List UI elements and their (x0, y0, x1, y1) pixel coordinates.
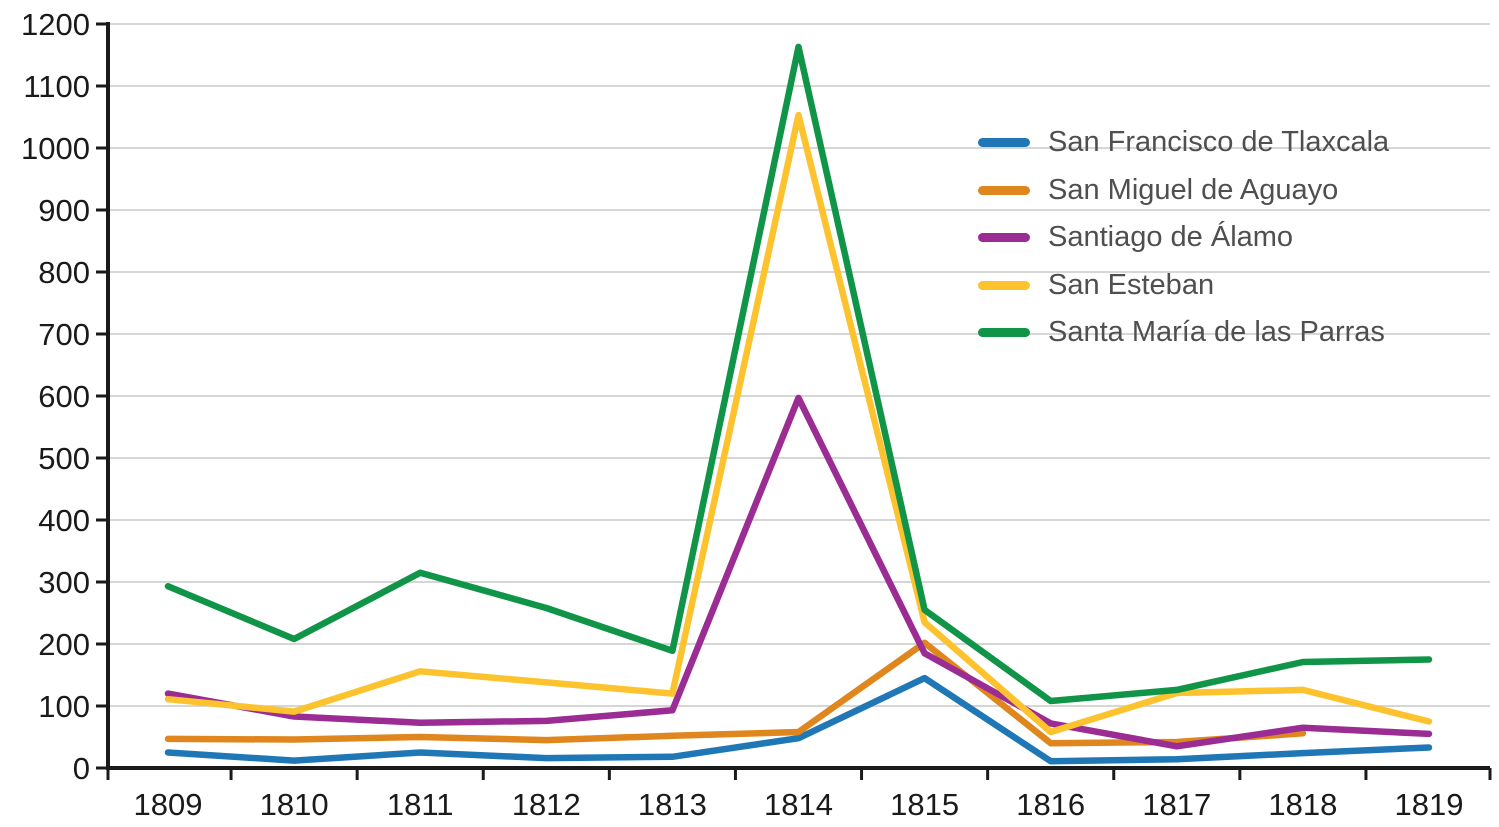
legend-item-san-esteban: San Esteban (978, 262, 1389, 310)
series-line-san-esteban (164, 111, 1433, 736)
x-tick-label: 1815 (890, 787, 959, 822)
legend-label: San Esteban (1048, 268, 1215, 301)
y-tick-label: 200 (38, 627, 90, 662)
legend-label: Santiago de Álamo (1048, 221, 1294, 254)
x-tick-label: 1812 (512, 787, 581, 822)
legend-item-san-miguel-de-aguayo: San Miguel de Aguayo (978, 167, 1389, 215)
x-tick-label: 1819 (1395, 787, 1464, 822)
legend-item-santiago-de-alamo: Santiago de Álamo (978, 214, 1389, 262)
series-line-santa-mar-a-de-las-parras (164, 43, 1433, 705)
y-tick-label: 600 (38, 379, 90, 414)
y-tick-label: 1000 (21, 131, 90, 166)
x-tick-label: 1810 (260, 787, 329, 822)
x-tick-label: 1817 (1142, 787, 1211, 822)
x-tick-label: 1813 (638, 787, 707, 822)
series-line-san-miguel-de-aguayo (164, 639, 1307, 747)
legend-swatch-icon (978, 328, 1030, 338)
series-line-santiago-de-lamo (164, 394, 1433, 750)
legend-swatch-icon (978, 138, 1030, 148)
x-tick-label: 1814 (764, 787, 833, 822)
y-tick-label: 0 (73, 751, 90, 786)
legend-swatch-icon (978, 233, 1030, 243)
y-tick-label: 100 (38, 689, 90, 724)
y-tick-label: 900 (38, 193, 90, 228)
x-tick-label: 1818 (1268, 787, 1337, 822)
x-tick-label: 1811 (387, 787, 454, 822)
legend-swatch-icon (978, 280, 1030, 290)
x-tick-label: 1816 (1016, 787, 1085, 822)
x-tick-label: 1809 (134, 787, 203, 822)
y-tick-label: 300 (38, 565, 90, 600)
series-line-san-francisco-de-tlaxcala (164, 674, 1433, 765)
legend-swatch-icon (978, 185, 1030, 195)
legend-label: Santa María de las Parras (1048, 316, 1385, 349)
legend-label: San Miguel de Aguayo (1048, 173, 1339, 206)
legend-item-santa-maria-de-las-parras: Santa María de las Parras (978, 309, 1389, 357)
y-tick-label: 800 (38, 255, 90, 290)
legend-item-san-francisco-de-tlaxcala: San Francisco de Tlaxcala (978, 119, 1389, 167)
y-tick-label: 700 (38, 317, 90, 352)
y-tick-label: 500 (38, 441, 90, 476)
y-tick-label: 400 (38, 503, 90, 538)
y-tick-label: 1100 (23, 69, 90, 104)
legend: San Francisco de Tlaxcala San Miguel de … (978, 119, 1389, 357)
legend-label: San Francisco de Tlaxcala (1048, 126, 1390, 159)
y-tick-label: 1200 (21, 7, 90, 42)
